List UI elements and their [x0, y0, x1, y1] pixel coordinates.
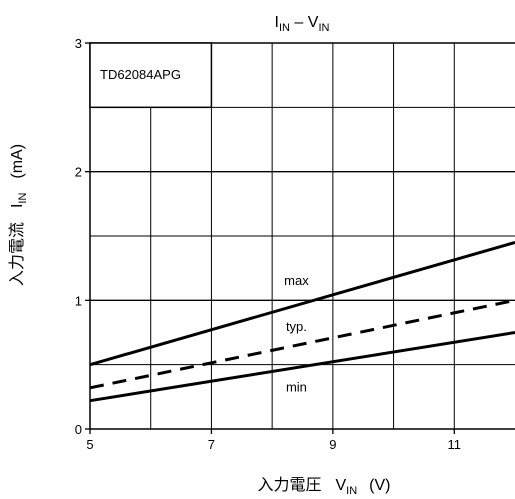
y-axis-label-unit: (mA) [9, 144, 26, 179]
y-tick-label: 0 [75, 422, 82, 437]
device-label: TD62084APG [100, 67, 181, 82]
x-tick-label: 7 [208, 437, 215, 452]
x-axis-label-sub: IN [346, 485, 357, 497]
y-axis-label: 入力電流 IIN (mA) [8, 144, 29, 286]
grid [90, 43, 515, 429]
annotation-max: max [284, 273, 309, 288]
annotation-typ: typ. [286, 319, 307, 334]
title-v-sub: IN [318, 22, 329, 34]
x-tick-label: 11 [448, 437, 462, 452]
x-axis-label: 入力電圧 VIN (V) [257, 476, 390, 497]
series-line-max [89, 240, 515, 367]
x-axis-label-jp: 入力電圧 [257, 476, 321, 494]
title-v: V [308, 14, 319, 31]
series-line-min [89, 331, 515, 403]
y-axis-label-sub: IN [17, 193, 29, 204]
y-tick-label: 1 [75, 293, 82, 308]
x-axis-label-sym: V [336, 477, 347, 494]
title-sep: – [290, 14, 308, 31]
y-tick-label: 2 [75, 165, 82, 180]
series-group [89, 240, 515, 403]
x-axis-label-unit: (V) [369, 477, 390, 494]
x-ticks: 5 7 9 11 [86, 429, 461, 452]
y-tick-label: 3 [75, 36, 82, 51]
x-tick-label: 9 [329, 437, 336, 452]
y-axis-label-sym: I [9, 204, 26, 208]
x-tick-label: 5 [86, 437, 93, 452]
device-label-box [89, 42, 213, 109]
annotation-min: min [286, 380, 307, 395]
y-ticks: 0 1 2 3 [75, 36, 90, 437]
chart-title: IIN – VIN [275, 14, 330, 34]
series-line-typ [89, 298, 515, 390]
plot-frame [89, 42, 515, 430]
title-i: I [275, 14, 279, 31]
title-i-sub: IN [279, 22, 290, 34]
y-axis-label-jp: 入力電流 [8, 222, 26, 286]
